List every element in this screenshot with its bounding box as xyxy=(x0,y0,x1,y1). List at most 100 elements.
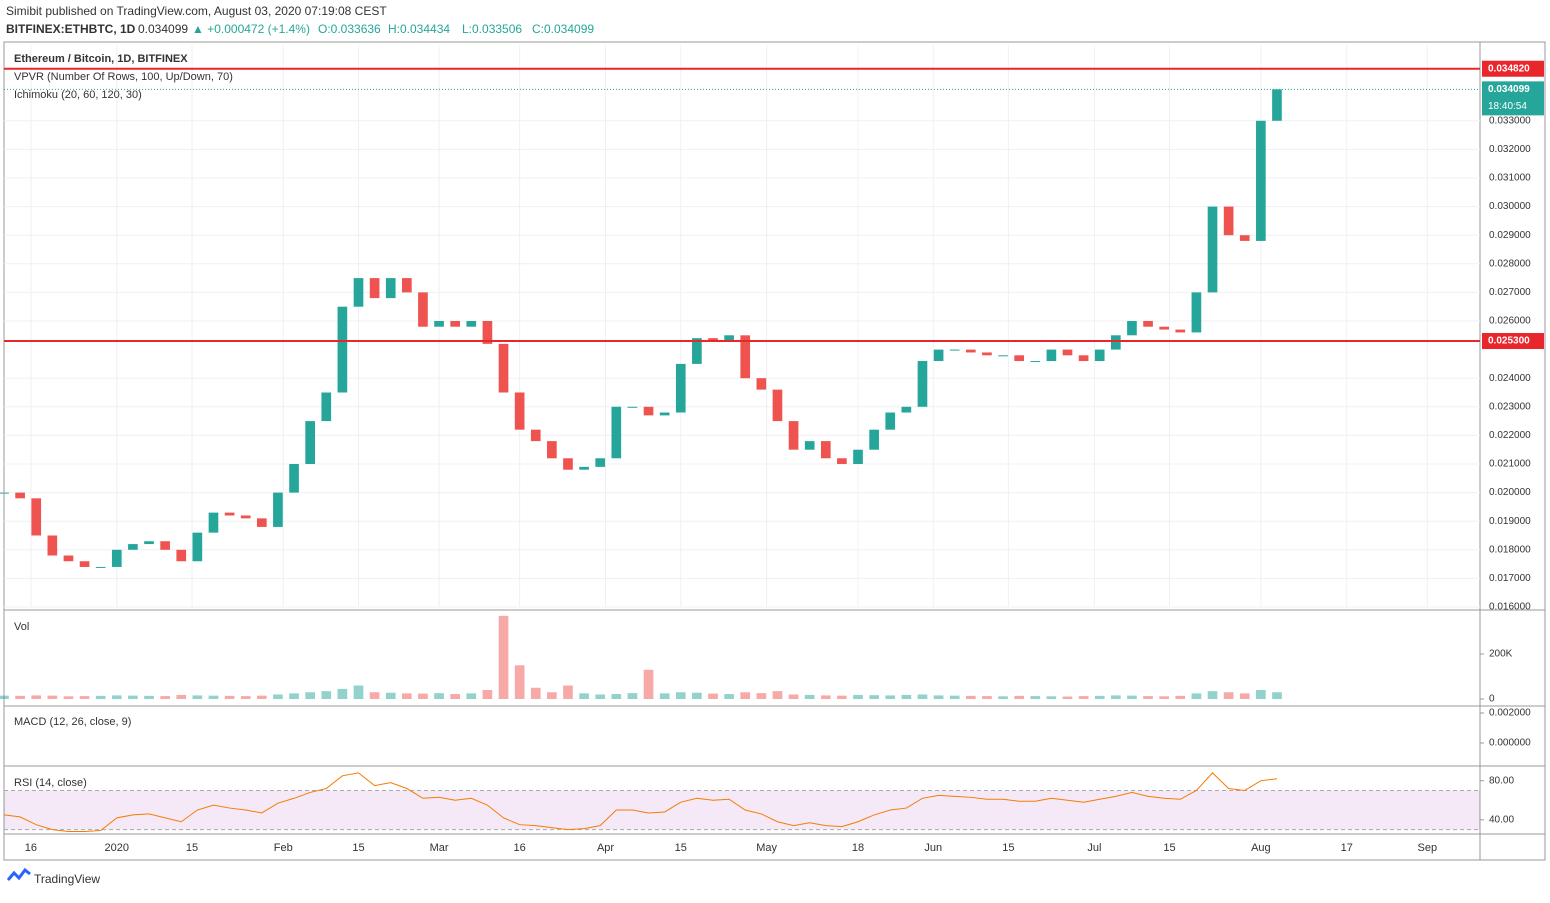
volume-bar xyxy=(1143,696,1153,699)
volume-bar xyxy=(192,695,203,699)
candle xyxy=(208,512,219,533)
y-tick-label: 0.020000 xyxy=(1489,487,1531,498)
candle xyxy=(547,441,557,459)
volume-bar xyxy=(772,691,783,699)
candle xyxy=(144,541,154,545)
rsi-band xyxy=(4,790,1480,830)
volume-bar xyxy=(530,687,541,699)
published: Simibit published on TradingView.com, Au… xyxy=(6,4,387,18)
y-tick-label: 0.033000 xyxy=(1489,115,1531,126)
x-tick-label: 15 xyxy=(1002,842,1014,854)
x-tick-label: 18 xyxy=(852,842,864,854)
x-tick-label: 15 xyxy=(1163,842,1175,854)
volume-bar xyxy=(466,693,477,699)
pane-title: MACD (12, 26, close, 9) xyxy=(14,716,131,728)
price-tag xyxy=(1482,60,1544,77)
volume-bar xyxy=(869,695,879,699)
candle xyxy=(692,338,702,364)
y-tick-label: 0.023000 xyxy=(1489,401,1531,412)
y-tick-label: 0.019000 xyxy=(1489,516,1531,527)
volume-bar xyxy=(1256,690,1266,699)
pane-title: Vol xyxy=(14,621,29,633)
volume-bar xyxy=(385,692,396,699)
candle xyxy=(514,392,525,430)
volume-bar xyxy=(998,696,1008,699)
candle xyxy=(563,458,573,470)
rsi-line xyxy=(3,772,1278,833)
y-tick-label: 0.030000 xyxy=(1489,201,1531,212)
volume-bar xyxy=(820,695,831,699)
x-tick-label: 16 xyxy=(514,842,526,854)
candle xyxy=(1030,361,1041,363)
x-tick-label: Mar xyxy=(430,842,449,854)
volume-bar xyxy=(1062,696,1073,699)
y-tick-label: 0.027000 xyxy=(1489,287,1531,298)
low: L:0.033506 xyxy=(462,22,522,36)
volume-bar xyxy=(627,693,638,699)
candle xyxy=(675,363,686,413)
price-tag-label: 0.025300 xyxy=(1488,336,1530,347)
y-tick-label: 40.00 xyxy=(1489,814,1514,825)
volume-bar xyxy=(595,694,606,699)
volume-bar xyxy=(321,691,332,699)
candle xyxy=(337,306,348,393)
volume-bar xyxy=(144,695,154,699)
candle xyxy=(0,492,9,494)
x-tick-label: 2020 xyxy=(105,842,129,854)
candle xyxy=(353,278,364,307)
candle xyxy=(530,429,541,442)
y-tick-label: 0.024000 xyxy=(1489,373,1531,384)
volume-bar xyxy=(901,694,912,699)
candle xyxy=(369,278,380,299)
candle xyxy=(1207,206,1218,293)
candle xyxy=(1143,320,1153,327)
volume-bar xyxy=(788,694,799,699)
volume-bar xyxy=(369,692,380,699)
footer: TradingView xyxy=(34,872,100,886)
y-tick-label: 0.029000 xyxy=(1489,230,1531,241)
candle xyxy=(949,349,960,351)
volume-bar xyxy=(482,690,493,699)
candle xyxy=(740,335,751,379)
volume-bar xyxy=(965,695,976,699)
volume-bar xyxy=(756,693,767,699)
y-tick-label: 200K xyxy=(1489,649,1513,660)
candle xyxy=(1127,320,1137,336)
volume-bar xyxy=(1094,695,1105,699)
candle xyxy=(659,412,670,416)
y-tick-label: 0.022000 xyxy=(1489,430,1531,441)
volume-bar xyxy=(63,696,74,699)
price-tag-label: 0.034820 xyxy=(1488,63,1530,74)
x-tick-label: 15 xyxy=(352,842,364,854)
volume-bar xyxy=(675,692,686,699)
volume-bar xyxy=(949,695,960,699)
candle xyxy=(837,458,847,464)
candle xyxy=(273,492,283,527)
candle xyxy=(289,463,299,493)
volume-bar xyxy=(885,695,896,699)
y-tick-label: 0.028000 xyxy=(1489,258,1531,269)
volume-bar xyxy=(982,696,992,699)
candle xyxy=(47,535,58,556)
candle xyxy=(95,566,106,568)
x-tick-label: Apr xyxy=(597,842,614,854)
volume-bar xyxy=(498,615,509,699)
volume-bar xyxy=(1207,691,1218,699)
volume-bar xyxy=(1111,695,1121,699)
logo xyxy=(6,867,31,881)
candle xyxy=(756,378,767,390)
candle xyxy=(128,544,138,550)
candle xyxy=(869,429,879,450)
candle xyxy=(498,343,509,393)
volume-bar xyxy=(659,693,670,699)
candle xyxy=(450,320,461,327)
candle xyxy=(111,549,122,567)
volume-bar xyxy=(434,693,444,699)
frame xyxy=(3,41,1546,861)
candle xyxy=(708,338,718,342)
pane-title: RSI (14, close) xyxy=(14,777,87,789)
candle xyxy=(820,441,831,459)
y-tick-label: 0.016000 xyxy=(1489,602,1531,613)
volume-bar xyxy=(1239,693,1250,699)
